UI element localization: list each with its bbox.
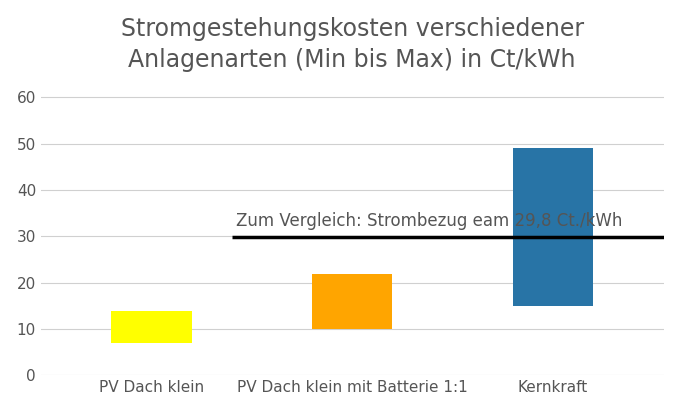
Title: Stromgestehungskosten verschiedener
Anlagenarten (Min bis Max) in Ct/kWh: Stromgestehungskosten verschiedener Anla…: [120, 16, 584, 72]
Bar: [513, 148, 593, 306]
Text: Zum Vergleich: Strombezug eam 29,8 Ct./kWh: Zum Vergleich: Strombezug eam 29,8 Ct./k…: [236, 213, 622, 230]
Bar: [111, 311, 191, 343]
Bar: [312, 274, 393, 329]
